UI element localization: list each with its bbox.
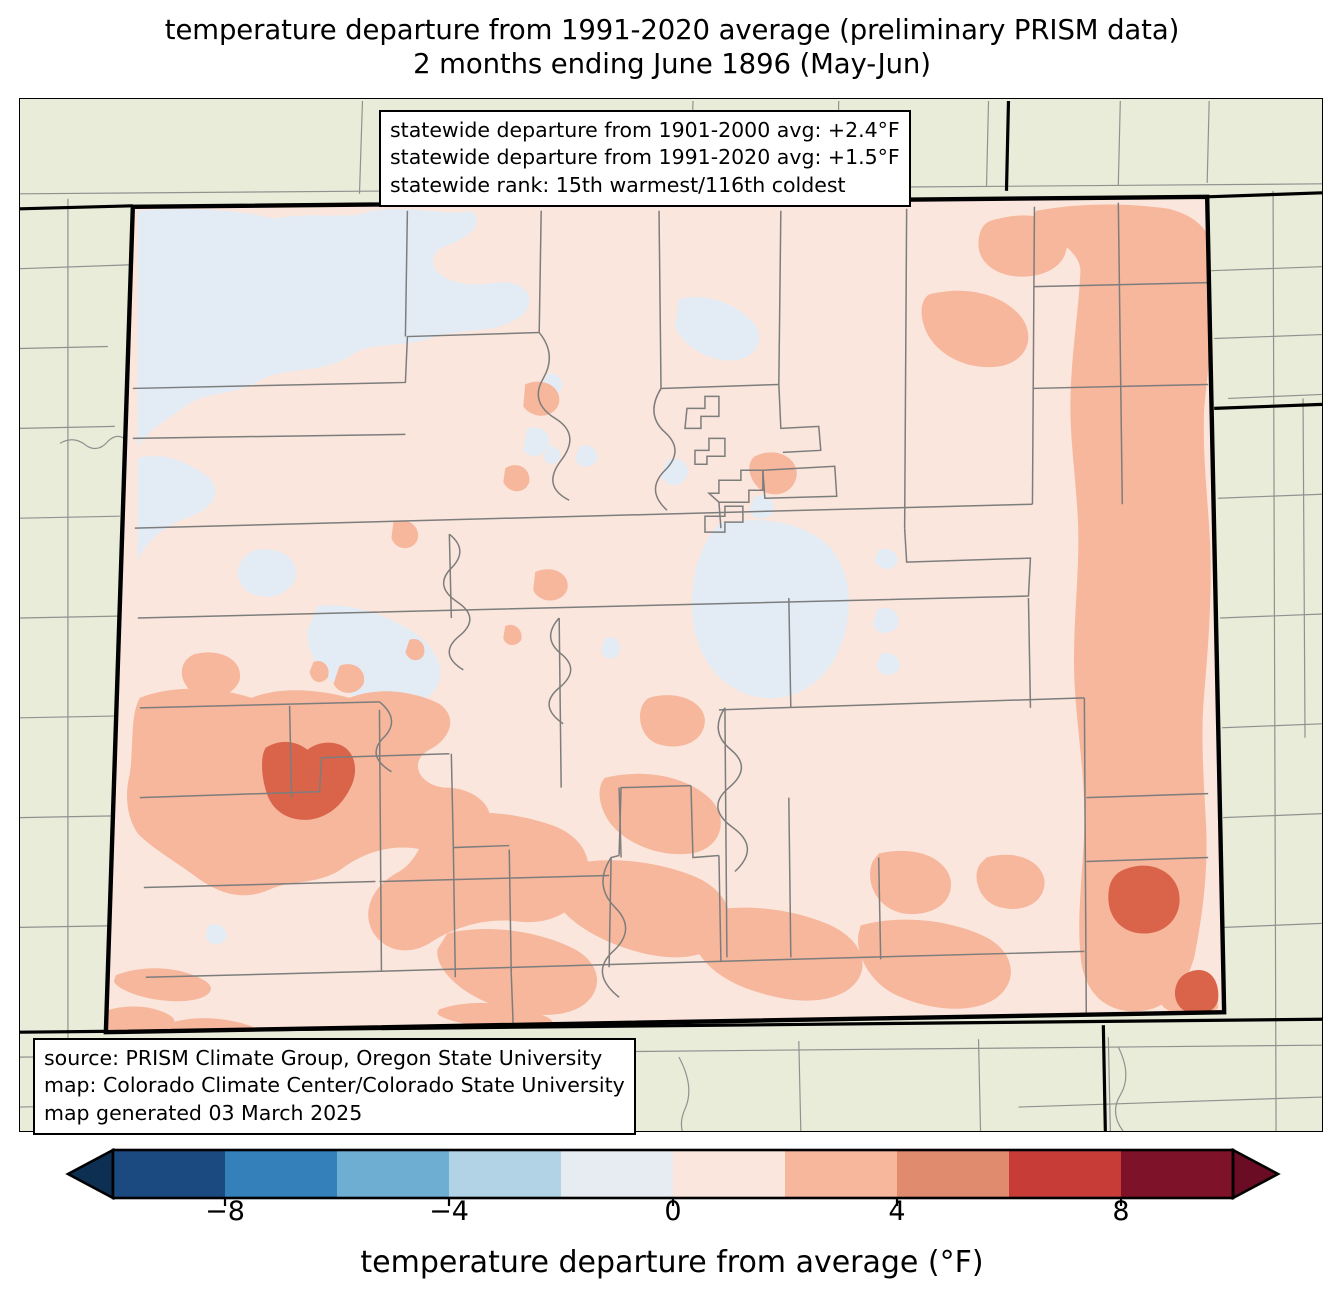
tick-label-eight: 8: [1112, 1196, 1130, 1227]
statistics-box: statewide departure from 1901-2000 avg: …: [379, 110, 911, 208]
page-title: temperature departure from 1991-2020 ave…: [0, 14, 1344, 81]
band-minus2-to-0: [137, 208, 900, 945]
colorbar-under-arrow: [65, 1147, 115, 1201]
colorbar-band-8: [897, 1150, 1009, 1198]
tick-label-minus4: −4: [429, 1196, 469, 1227]
band-4-to-6: [262, 741, 1219, 1015]
tick-label-minus8: −8: [205, 1196, 245, 1227]
colorbar-over-arrow: [1231, 1147, 1281, 1201]
colorbar-band-9: [1009, 1150, 1121, 1198]
temperature-departure-shading: [105, 196, 1225, 1033]
colorbar-ticks: [223, 1198, 1123, 1206]
colorbar-band-3: [337, 1150, 449, 1198]
colorbar-band-6: [673, 1150, 785, 1198]
tick-label-four: 4: [888, 1196, 906, 1227]
colorbar-band-1: [113, 1150, 225, 1198]
tick-label-zero: 0: [664, 1196, 682, 1227]
map-generated-line: map generated 03 March 2025: [44, 1100, 363, 1125]
colorbar-band-7: [785, 1150, 897, 1198]
map-credit-line: map: Colorado Climate Center/Colorado St…: [44, 1073, 625, 1098]
map-frame: [19, 98, 1323, 1132]
colorbar-band-5: [561, 1150, 673, 1198]
title-line-2: 2 months ending June 1896 (May-Jun): [413, 47, 931, 80]
stat-statewide-rank: statewide rank: 15th warmest/116th colde…: [390, 172, 846, 197]
colorbar-tick-labels: −8 −4 0 4 8: [0, 1196, 1344, 1236]
source-box: source: PRISM Climate Group, Oregon Stat…: [33, 1038, 636, 1136]
stat-departure-1901-2000: statewide departure from 1901-2000 avg: …: [390, 118, 900, 142]
source-line: source: PRISM Climate Group, Oregon Stat…: [44, 1046, 603, 1070]
colorbar-band-10: [1121, 1150, 1233, 1198]
colorado-temperature-departure-map: [20, 99, 1322, 1131]
colorbar: [0, 1136, 1344, 1299]
band-2-to-4: [105, 204, 1219, 1033]
colorbar-swatches: [65, 1147, 1281, 1206]
colorbar-axis-label: temperature departure from average (°F): [360, 1245, 984, 1280]
title-line-1: temperature departure from 1991-2020 ave…: [164, 14, 1180, 46]
colorbar-band-4: [449, 1150, 561, 1198]
colorbar-band-2: [225, 1150, 337, 1198]
stat-departure-1991-2020: statewide departure from 1991-2020 avg: …: [390, 145, 900, 170]
